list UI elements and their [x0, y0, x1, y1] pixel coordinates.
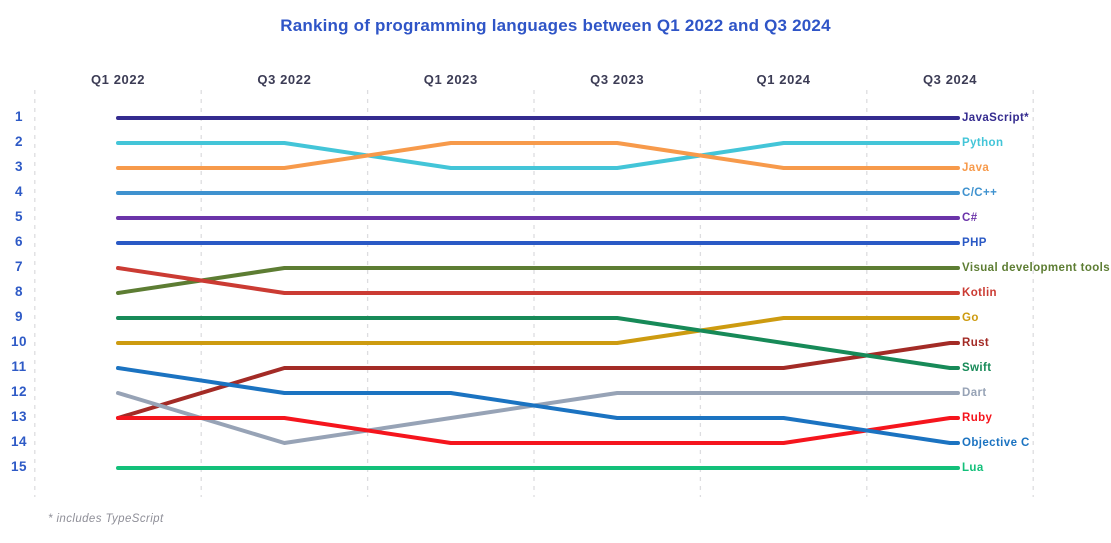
column-header-q1-2022: Q1 2022	[90, 72, 146, 87]
legend-label-lua: Lua	[962, 462, 984, 474]
legend-label-rust: Rust	[962, 337, 990, 349]
series-line-rust	[116, 341, 960, 420]
rank-axis-label-14: 14	[10, 434, 28, 449]
series-line-visual-development-tools	[116, 266, 960, 295]
series-line-ruby	[116, 416, 960, 445]
series-line-dart	[116, 391, 960, 445]
column-header-q3-2022: Q3 2022	[257, 72, 312, 87]
rank-axis-label-2: 2	[14, 134, 23, 149]
chart-title: Ranking of programming languages between…	[280, 16, 831, 35]
series-line-kotlin	[116, 266, 960, 295]
legend-label-go: Go	[962, 312, 979, 324]
column-header-q3-2023: Q3 2023	[590, 72, 645, 87]
footnote: * includes TypeScript	[48, 513, 164, 525]
series-line-go	[116, 316, 960, 345]
series-line-java	[116, 141, 960, 170]
rank-axis-label-5: 5	[14, 209, 23, 224]
legend-label-objective-c: Objective C	[962, 437, 1030, 449]
rank-axis-label-1: 1	[14, 109, 23, 124]
legend-label-visual-development-tools: Visual development tools	[962, 262, 1111, 274]
rank-axis-label-11: 11	[11, 359, 27, 374]
series-line-objective-c	[116, 366, 960, 445]
column-header-q3-2024: Q3 2024	[922, 72, 978, 87]
legend-label-swift: Swift	[962, 362, 992, 374]
series-line-swift	[116, 316, 960, 370]
rank-axis-label-3: 3	[14, 159, 23, 174]
rank-axis-label-8: 8	[14, 284, 23, 299]
legend-label-javascript: JavaScript*	[962, 112, 1030, 124]
legend-label-kotlin: Kotlin	[962, 287, 997, 299]
column-header-q1-2024: Q1 2024	[756, 72, 811, 87]
rank-axis-label-15: 15	[10, 459, 28, 474]
series-line-python	[116, 141, 960, 170]
legend-label-dart: Dart	[962, 387, 987, 399]
legend-label-ruby: Ruby	[962, 412, 993, 424]
legend-label-php: PHP	[962, 237, 987, 249]
legend-label-c: C#	[962, 212, 978, 224]
rank-axis-label-4: 4	[14, 184, 23, 199]
rank-axis-label-9: 9	[14, 309, 23, 324]
legend-label-python: Python	[962, 137, 1004, 149]
rank-axis-label-10: 10	[10, 334, 28, 349]
legend-label-java: Java	[962, 162, 990, 174]
rank-axis-label-6: 6	[14, 234, 23, 249]
rank-axis-label-12: 12	[10, 384, 28, 399]
rank-axis-label-7: 7	[14, 259, 23, 274]
column-header-q1-2023: Q1 2023	[423, 72, 478, 87]
legend-label-c-c: C/C++	[962, 187, 998, 199]
rank-axis-label-13: 13	[10, 409, 28, 424]
